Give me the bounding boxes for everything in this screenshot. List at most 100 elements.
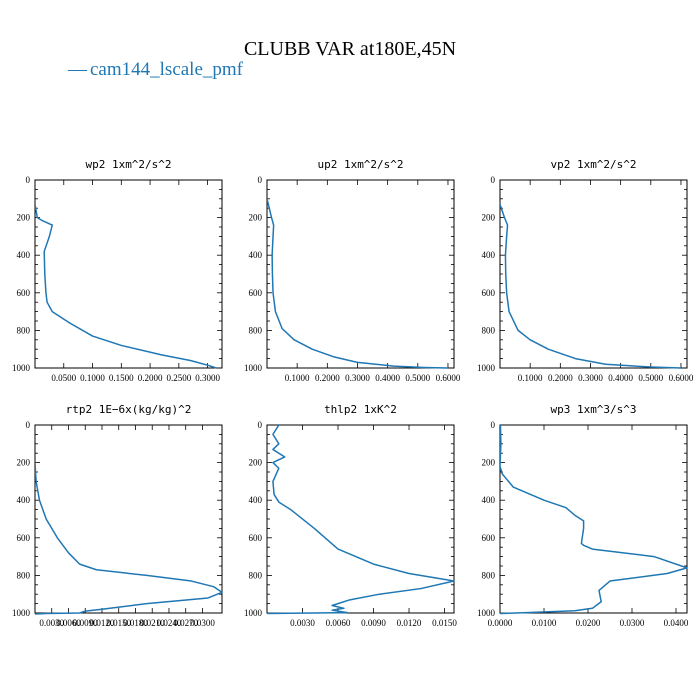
y-tick-label: 800: [249, 570, 263, 580]
panel-title: wp3 1xm^3/s^3: [550, 403, 636, 416]
y-tick-label: 200: [17, 213, 31, 223]
y-tick-label: 600: [249, 288, 263, 298]
x-tick-label: 0.0270: [173, 618, 198, 628]
y-tick-label: 1000: [244, 608, 263, 618]
panel-1: wp2 1xm^2/s^2 0 200 400 600 800 1000 0.0500 0.10…: [12, 158, 223, 383]
x-tick-label: 0.3000: [195, 373, 220, 383]
x-tick-label: 0.0150: [432, 618, 457, 628]
axes-frame: [34, 179, 223, 369]
y-tick-label: 800: [482, 325, 496, 335]
y-tick-label: 600: [17, 288, 31, 298]
x-tick-label: 0.0030: [39, 618, 64, 628]
x-tick-label: 0.6000: [436, 373, 461, 383]
y-tick-label: 200: [17, 458, 31, 468]
y-tick-label: 400: [482, 495, 496, 505]
x-tick-label: 0.1000: [285, 373, 310, 383]
panel-title: rtp2 1E−6x(kg/kg)^2: [66, 403, 192, 416]
legend-label: cam144_lscale_pmf: [90, 59, 244, 80]
y-tick-label: 0: [258, 175, 263, 185]
series-line: [267, 198, 448, 369]
y-tick-label: 1000: [477, 363, 496, 373]
x-tick-label: 0.0180: [123, 618, 148, 628]
x-tick-label: 0.0030: [290, 618, 315, 628]
y-tick-label: 0: [26, 175, 31, 185]
y-tick-label: 600: [17, 533, 31, 543]
panel-grid: wp2 1xm^2/s^2 0 200 400 600 800 1000 0.0500 0.10…: [12, 158, 694, 628]
y-tick-label: 1000: [477, 608, 496, 618]
x-tick-label: 0.0100: [532, 618, 557, 628]
panel-title: up2 1xm^2/s^2: [317, 158, 403, 171]
x-tick-label: 0.5000: [405, 373, 430, 383]
y-tick-label: 600: [482, 533, 496, 543]
figure-legend: — cam144_lscale_pmf: [67, 59, 244, 80]
x-tick-label: 0.1000: [518, 373, 543, 383]
series-line: [35, 462, 223, 615]
y-tick-label: 800: [482, 570, 496, 580]
x-tick-label: 0.0210: [140, 618, 165, 628]
x-tick-label: 0.1500: [109, 373, 134, 383]
y-tick-label: 800: [249, 325, 263, 335]
axes-frame: [266, 424, 455, 614]
x-tick-label: 0.2000: [315, 373, 340, 383]
y-tick-label: 800: [17, 570, 31, 580]
y-tick-label: 1000: [244, 363, 263, 373]
x-tick-label: 0.0300: [190, 618, 215, 628]
y-tick-label: 400: [249, 250, 263, 260]
x-tick-label: 0.0060: [326, 618, 351, 628]
y-tick-label: 1000: [12, 363, 31, 373]
axes-frame: [499, 424, 688, 614]
panel-5: thlp2 1xK^2 0 200 400 600 800 1000 0.0030 0.0060…: [244, 403, 457, 628]
series-line: [267, 424, 455, 615]
x-tick-label: 0.4000: [375, 373, 400, 383]
y-tick-label: 200: [249, 213, 263, 223]
figure-title: CLUBB VAR at180E,45N: [244, 38, 456, 60]
x-tick-label: 0.0120: [90, 618, 115, 628]
series-line: [35, 204, 217, 369]
x-tick-label: 0.0500: [51, 373, 76, 383]
x-tick-label: 0.3000: [345, 373, 370, 383]
y-tick-label: 600: [249, 533, 263, 543]
panel-title: wp2 1xm^2/s^2: [85, 158, 171, 171]
x-tick-label: 0.2500: [166, 373, 191, 383]
y-tick-label: 0: [258, 420, 263, 430]
x-tick-label: 0.0400: [664, 618, 689, 628]
axes-frame: [499, 179, 688, 369]
x-tick-label: 0.0090: [73, 618, 98, 628]
y-tick-label: 200: [482, 213, 496, 223]
x-tick-label: 0.1000: [80, 373, 105, 383]
x-tick-label: 0.0240: [157, 618, 182, 628]
y-tick-label: 0: [491, 420, 496, 430]
x-tick-label: 0.4000: [608, 373, 633, 383]
y-tick-label: 400: [249, 495, 263, 505]
x-tick-label: 0.2000: [138, 373, 163, 383]
panel-3: vp2 1xm^2/s^2 0 200 400 600 800 1000 0.1000 0.20…: [477, 158, 694, 383]
y-tick-label: 400: [482, 250, 496, 260]
panel-2: up2 1xm^2/s^2 0 200 400 600 800 1000 0.1000 0.20…: [244, 158, 461, 383]
x-tick-label: 0.0090: [361, 618, 386, 628]
axes-frame: [34, 424, 223, 614]
y-tick-label: 0: [26, 420, 31, 430]
y-tick-label: 200: [482, 458, 496, 468]
legend-marker: —: [67, 59, 88, 80]
y-tick-label: 400: [17, 495, 31, 505]
panel-title: vp2 1xm^2/s^2: [550, 158, 636, 171]
x-tick-label: 0.0120: [397, 618, 422, 628]
panel-4: rtp2 1E−6x(kg/kg)^2 0 200 400 600 800 1000 0.00…: [12, 403, 223, 628]
y-tick-label: 1000: [12, 608, 31, 618]
x-tick-label: 0.0200: [576, 618, 601, 628]
y-tick-label: 400: [17, 250, 31, 260]
panel-title: thlp2 1xK^2: [324, 403, 397, 416]
x-tick-label: 0.5000: [638, 373, 663, 383]
x-tick-label: 0.0060: [56, 618, 81, 628]
y-tick-label: 0: [491, 175, 496, 185]
x-tick-label: 0.0300: [620, 618, 645, 628]
y-tick-label: 600: [482, 288, 496, 298]
x-tick-label: 0.3000: [578, 373, 603, 383]
series-line: [500, 424, 688, 615]
x-tick-label: 0.6000: [669, 373, 694, 383]
x-tick-label: 0.2000: [548, 373, 573, 383]
x-tick-label: 0.0000: [488, 618, 513, 628]
series-line: [500, 204, 681, 369]
